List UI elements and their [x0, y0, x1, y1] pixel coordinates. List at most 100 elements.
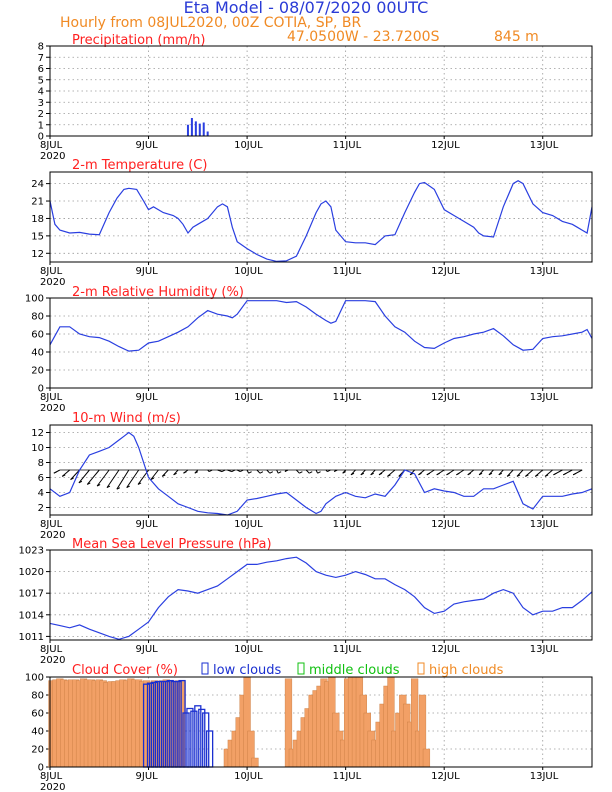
x-year-label: 2020	[40, 530, 65, 541]
y-tick-label: 60	[31, 330, 44, 341]
wind-barb-tip	[572, 472, 577, 476]
x-year-label: 2020	[40, 782, 65, 792]
x-tick-label: 9JUL	[136, 771, 159, 782]
x-tick-label: 13JUL	[530, 266, 559, 277]
x-tick-label: 12JUL	[431, 771, 460, 782]
wind-barb-tip	[248, 471, 252, 474]
wind-barb-tip	[173, 472, 177, 476]
y-tick-label: 8	[38, 458, 44, 469]
y-tick-label: 8	[38, 42, 44, 53]
wind-barb-tip	[506, 474, 511, 477]
y-tick-label: 1017	[19, 589, 44, 600]
x-tick-label: 8JUL	[40, 644, 63, 655]
panel-title: 10-m Wind (m/s)	[72, 411, 181, 426]
wind-barb-tip	[78, 480, 83, 484]
wind-barb-tip	[269, 471, 274, 474]
wind-barb-tip	[334, 469, 338, 473]
wind-barb-tip	[284, 469, 289, 473]
x-tick-label: 11JUL	[333, 266, 362, 277]
low-cloud-bar	[190, 710, 198, 768]
y-tick-label: 6	[38, 64, 44, 75]
precip-bar	[194, 121, 197, 136]
plot-frame	[49, 297, 593, 389]
panel-4: 1011 1014 1017 1020 1023 8JUL 9JUL 10JUL 11JUL 12…	[19, 537, 593, 666]
x-tick-label: 8JUL	[40, 519, 63, 530]
y-tick-label: 12	[31, 428, 44, 439]
y-tick-label: 1023	[19, 546, 44, 557]
wind-barb-tip	[221, 469, 226, 473]
wind-barb-tip	[70, 477, 74, 481]
wind-barb-tip	[240, 469, 244, 473]
x-tick-label: 11JUL	[333, 519, 362, 530]
y-tick-label: 6	[38, 473, 44, 484]
wind-barb-tip	[525, 474, 529, 477]
wind-barb-tip	[370, 472, 374, 476]
wind-barb-tip	[194, 471, 199, 474]
wind-barb-tip	[162, 474, 166, 477]
chart-title: Eta Model - 08/07/2020 00UTC	[184, 0, 429, 17]
wind-barb	[106, 469, 120, 488]
x-tick-label: 12JUL	[431, 266, 460, 277]
x-tick-label: 11JUL	[333, 771, 362, 782]
wind-barb	[315, 469, 319, 474]
x-tick-label: 9JUL	[136, 392, 159, 403]
x-tick-label: 8JUL	[40, 140, 63, 151]
wind-barb-tip	[488, 472, 493, 476]
wind-barb	[276, 469, 279, 474]
chart-subtitle: Hourly from 08JUL2020, 00Z COTIA, SP, BR	[60, 15, 362, 31]
y-tick-label: 60	[31, 709, 44, 720]
wind-barb-tip	[544, 474, 549, 477]
plot-frame	[49, 171, 593, 263]
wind-barb-tip	[137, 482, 142, 485]
legend-low-label: low clouds	[213, 663, 282, 678]
y-tick-label: 5	[38, 75, 44, 86]
precip-bar	[206, 131, 209, 136]
x-tick-label: 8JUL	[40, 771, 63, 782]
panel-title: Precipitation (mm/h)	[72, 33, 205, 48]
wind-barb	[325, 469, 328, 472]
wind-barb-tip	[535, 474, 539, 477]
wind-barb	[246, 469, 250, 474]
wind-barb-tip	[553, 472, 557, 476]
panel-title: 2-m Relative Humidity (%)	[72, 285, 244, 300]
series-line	[49, 431, 593, 516]
y-tick-label: 1014	[19, 610, 44, 621]
y-tick-label: 80	[31, 312, 44, 323]
wind-barb-tip	[308, 471, 313, 474]
x-tick-label: 10JUL	[234, 644, 263, 655]
wind-barb-tip	[208, 469, 213, 473]
legend-mid-box	[297, 662, 305, 675]
x-tick-label: 13JUL	[530, 771, 559, 782]
elevation: 845 m	[494, 29, 539, 45]
y-tick-label: 21	[31, 197, 44, 208]
precip-bar	[190, 118, 193, 136]
y-tick-label: 100	[25, 673, 44, 684]
wind-barb-tip	[126, 485, 130, 489]
wind-barb-tip	[467, 472, 471, 476]
x-tick-label: 12JUL	[431, 140, 460, 151]
series-line	[49, 556, 593, 640]
y-tick-label: 1	[38, 120, 44, 131]
wind-barb-tip	[61, 474, 66, 477]
x-tick-label: 13JUL	[530, 392, 559, 403]
panel-3: 2 4 6 8 10 12 8JUL 9JUL 10JUL 11JUL 12JUL 13JUL 2020…	[31, 411, 593, 541]
x-tick-label: 10JUL	[234, 392, 263, 403]
wind-barb	[295, 469, 300, 474]
wind-barb-tip	[259, 471, 264, 474]
wind-barb-tip	[387, 474, 391, 477]
y-tick-label: 24	[31, 179, 44, 190]
wind-barb	[237, 469, 241, 473]
x-tick-label: 10JUL	[234, 519, 263, 530]
wind-barb	[116, 469, 130, 490]
wind-barb-tip	[478, 472, 483, 476]
wind-barb-tip	[183, 471, 187, 474]
y-tick-label: 12	[31, 249, 44, 260]
x-year-label: 2020	[40, 151, 65, 162]
x-tick-label: 9JUL	[136, 140, 159, 151]
wind-barb-tip	[106, 485, 111, 489]
wind-barb-tip	[53, 471, 58, 474]
y-tick-label: 2	[38, 109, 44, 120]
wind-barb-tip	[350, 472, 355, 476]
wind-barb-tip	[116, 487, 121, 490]
